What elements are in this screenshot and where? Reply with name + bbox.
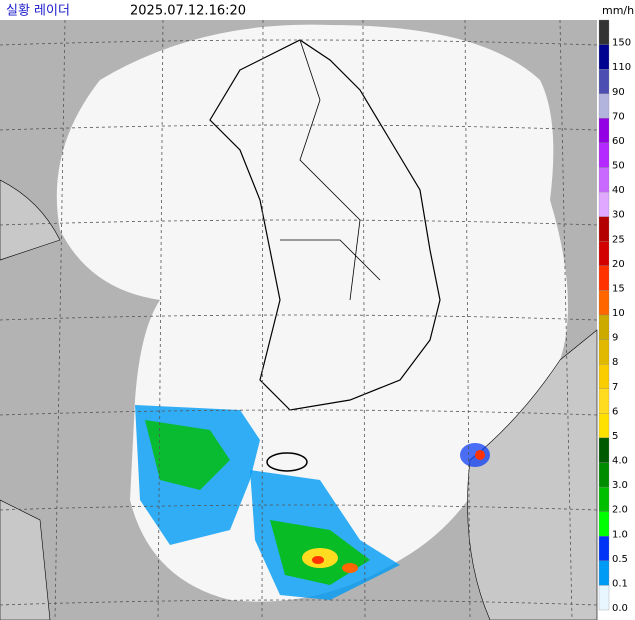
legend-swatch <box>598 290 610 316</box>
legend-label: 0.5 <box>612 554 628 565</box>
legend-label: 2.0 <box>612 505 628 516</box>
legend-label: 0.1 <box>612 578 628 589</box>
legend-label: 6 <box>612 406 618 417</box>
legend-label: 1.0 <box>612 529 628 540</box>
legend-swatch <box>598 413 610 439</box>
legend-label: 3.0 <box>612 480 628 491</box>
legend-label: 90 <box>612 87 625 98</box>
legend-label: 0.0 <box>612 603 628 614</box>
land-outside <box>0 179 598 620</box>
legend-swatch <box>598 93 610 119</box>
legend-swatch <box>598 19 610 45</box>
legend-swatch <box>598 388 610 414</box>
legend-swatch <box>598 585 610 611</box>
legend-swatch <box>598 486 610 512</box>
map <box>0 19 598 620</box>
legend-label: 30 <box>612 210 625 221</box>
legend-label: 50 <box>612 161 625 172</box>
legend-label: 15 <box>612 283 625 294</box>
legend-label: 5 <box>612 431 618 442</box>
legend-label: 60 <box>612 136 625 147</box>
legend-swatch <box>598 314 610 340</box>
legend-swatch <box>598 462 610 488</box>
legend-swatch <box>598 118 610 144</box>
legend-swatch <box>598 142 610 168</box>
legend-label: 4.0 <box>612 456 628 467</box>
grid <box>0 19 598 620</box>
legend-swatch <box>598 511 610 537</box>
legend-swatch <box>598 167 610 193</box>
legend: 150 110 90 70 60 50 40 30 25 20 15 10 9 8 7 6 5 4.0 3.0 2.0… <box>598 19 631 614</box>
legend-label: 20 <box>612 259 625 270</box>
legend-swatch <box>598 191 610 217</box>
province-borders <box>280 39 381 301</box>
legend-label: 70 <box>612 111 625 122</box>
legend-swatch <box>598 69 610 94</box>
legend-label: 150 <box>612 38 631 49</box>
jeju-island <box>266 452 308 472</box>
legend-label: 9 <box>612 333 618 344</box>
legend-swatch <box>598 216 610 242</box>
legend-swatch <box>598 560 610 586</box>
legend-swatch <box>598 339 610 365</box>
legend-swatch <box>598 241 610 266</box>
coastline <box>209 39 441 411</box>
timestamp: 2025.07.12.16:20 <box>130 4 246 19</box>
legend-swatch <box>598 364 610 389</box>
legend-swatch <box>598 265 610 291</box>
legend-swatch <box>598 44 610 70</box>
legend-label: 40 <box>612 185 625 196</box>
legend-label: 25 <box>612 234 625 245</box>
legend-label: 10 <box>612 308 625 319</box>
rain-echo <box>135 405 490 600</box>
title: 실황 레이더 <box>6 4 70 19</box>
legend-swatch <box>598 437 610 463</box>
legend-label: 8 <box>612 357 618 368</box>
legend-label: 110 <box>612 62 631 73</box>
legend-swatch <box>598 536 610 561</box>
unit: mm/h <box>602 4 634 17</box>
legend-label: 7 <box>612 382 618 393</box>
